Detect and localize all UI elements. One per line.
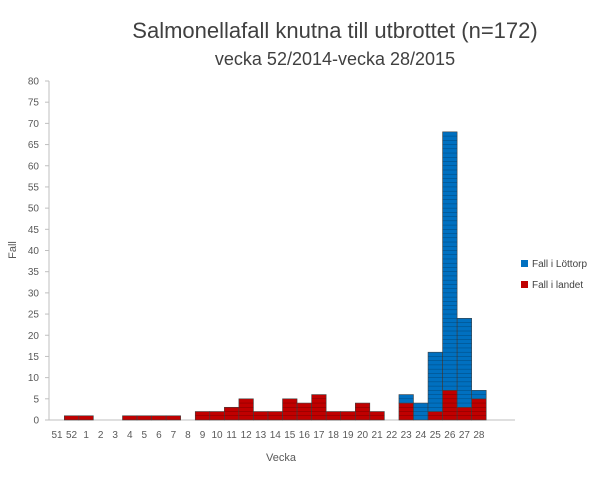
x-tick-label: 22 [386,430,398,441]
x-tick-label: 14 [270,430,282,441]
y-tick-label: 55 [28,182,40,193]
y-tick-label: 60 [28,161,40,172]
x-tick-label: 20 [357,430,369,441]
y-tick-label: 45 [28,225,40,236]
bar-landet [311,394,327,421]
x-tick-label: 21 [372,430,384,441]
x-tick-label: 12 [241,430,253,441]
y-tick-label: 10 [28,373,40,384]
bar-lottorp [456,317,472,408]
x-tick-label: 17 [313,430,325,441]
bar-landet [136,415,152,421]
y-axis-title: Fall [7,241,19,259]
y-tick-label: 5 [33,394,39,405]
bar-lottorp [398,394,414,404]
chart-title: Salmonellafall knutna till utbrottet (n=… [132,18,538,43]
x-tick-label: 4 [127,430,133,441]
x-tick-label: 24 [415,430,427,441]
y-tick-label: 50 [28,204,40,215]
y-tick-label: 0 [33,416,39,427]
x-tick-label: 27 [459,430,471,441]
x-tick-label: 19 [342,430,354,441]
x-tick-label: 10 [211,430,223,441]
bar-landet [165,415,181,421]
bar-landet [224,406,240,421]
x-tick-label: 5 [142,430,148,441]
bar-landet [64,415,80,421]
bar-landet [78,415,94,421]
x-tick-label: 13 [255,430,267,441]
x-tick-label: 8 [185,430,191,441]
y-tick-label: 75 [28,98,40,109]
x-tick-label: 2 [98,430,104,441]
legend-label: Fall i Löttorp [532,259,587,270]
x-tick-label: 18 [328,430,340,441]
x-tick-label: 28 [473,430,485,441]
x-tick-label: 26 [444,430,456,441]
y-tick-label: 80 [28,77,40,88]
x-tick-label: 51 [51,430,63,441]
legend-swatch [521,260,528,267]
x-tick-label: 11 [226,430,237,441]
y-tick-label: 40 [28,246,40,257]
x-tick-label: 1 [83,430,89,441]
x-tick-label: 16 [299,430,311,441]
y-tick-label: 70 [28,119,40,130]
bar-landet [369,411,385,421]
x-axis-title: Vecka [266,452,297,464]
y-tick-label: 65 [28,140,40,151]
x-tick-label: 3 [112,430,118,441]
x-tick-label: 52 [66,430,78,441]
bar-landet [282,398,298,421]
x-tick-label: 25 [430,430,442,441]
y-tick-label: 25 [28,310,40,321]
y-tick-label: 15 [28,352,40,363]
y-tick-label: 35 [28,267,40,278]
bar-landet [151,415,167,421]
x-tick-label: 15 [284,430,296,441]
legend-label: Fall i landet [532,280,583,291]
legend-swatch [521,281,528,288]
x-tick-label: 9 [200,430,206,441]
y-tick-label: 30 [28,288,40,299]
bar-lottorp [471,390,487,400]
bar-lottorp [442,131,458,391]
y-tick-label: 20 [28,331,40,342]
bar-landet [456,406,472,421]
bar-landet [238,398,254,421]
bar-landet [122,415,138,421]
x-tick-label: 23 [401,430,413,441]
x-tick-label: 6 [156,430,162,441]
chart-subtitle: vecka 52/2014-vecka 28/2015 [214,49,456,69]
x-tick-label: 7 [171,430,177,441]
bar-landet [471,398,487,421]
